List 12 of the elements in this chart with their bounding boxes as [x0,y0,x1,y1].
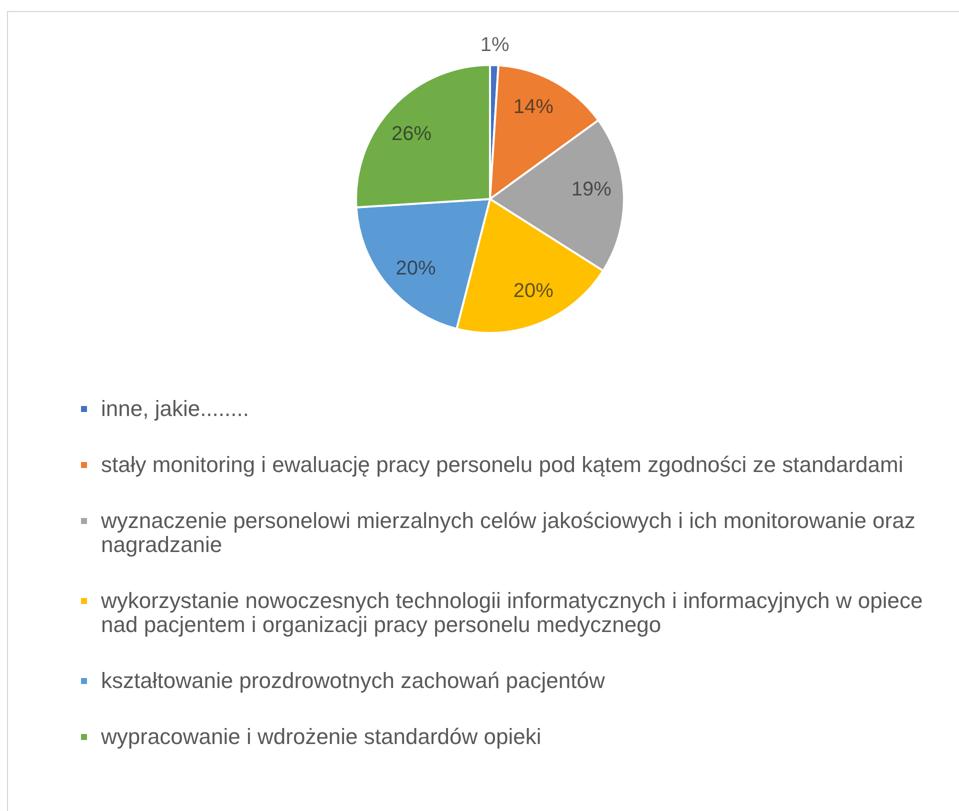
legend-label: inne, jakie........ [101,396,249,421]
legend-label: wykorzystanie nowoczesnych technologii informatycznych i informacyjnych w opiece nad pacjentem i organizacji pracy personelu medycznego [100,588,923,637]
data-label: 1% [480,34,510,56]
data-label: 26% [392,123,432,146]
legend-label: stały monitoring i ewaluację pracy personelu pod kątem zgodności ze standardami [101,452,904,477]
data-label: 19% [571,178,612,200]
data-label: 20% [513,280,554,302]
data-label: 14% [513,96,554,118]
data-label: 20% [396,258,436,280]
legend-label: wyznaczenie personelowi mierzalnych celów jakościowych i ich monitorowanie oraz nagradzanie [100,508,916,557]
legend-label: kształtowanie prozdrowotnych zachowań pacjentów [101,668,605,693]
legend-label: wypracowanie i wdrożenie standardów opieki [100,724,542,749]
